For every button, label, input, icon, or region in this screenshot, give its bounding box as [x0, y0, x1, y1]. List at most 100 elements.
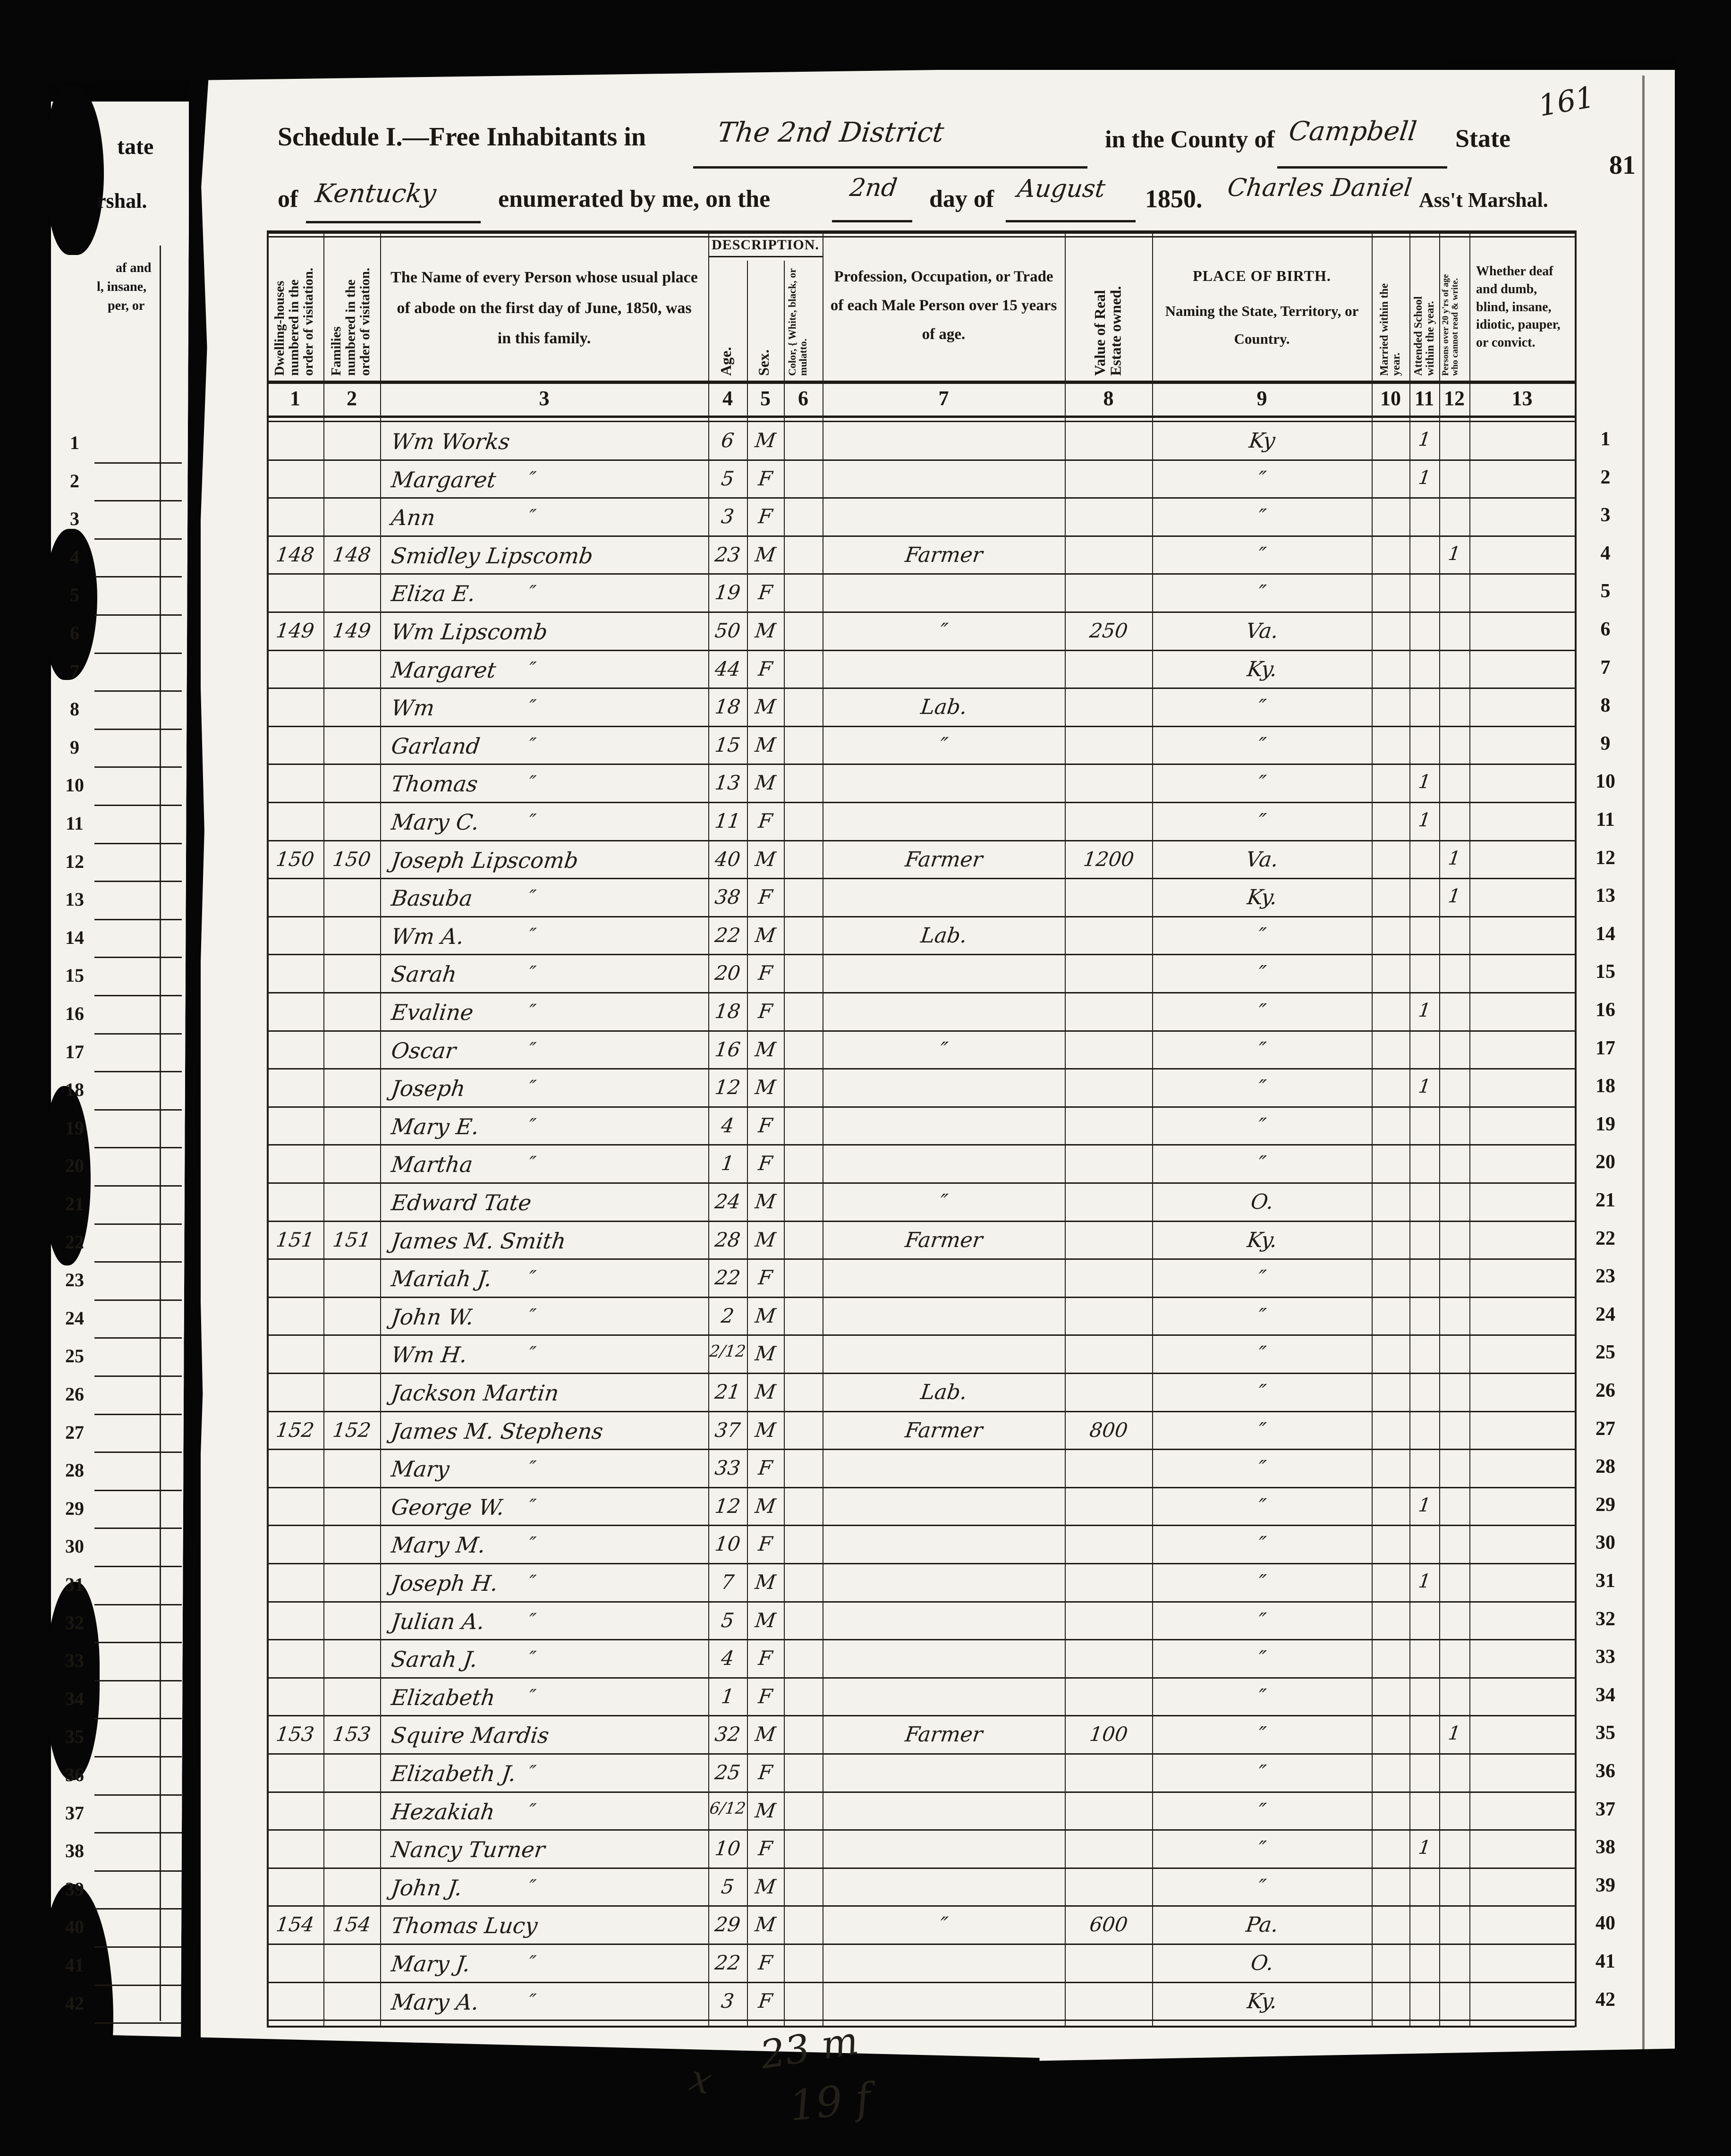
cell-age: 1 [720, 1684, 736, 1708]
cell-sex: M [754, 1494, 777, 1518]
cell-birthplace: ″ [1256, 1456, 1267, 1481]
cell-birthplace: ″ [1256, 1684, 1267, 1709]
cell-name: Thomas [390, 771, 479, 797]
cell-age: 2 [720, 1304, 736, 1327]
cell-birthplace: ″ [1256, 771, 1267, 796]
cell-name: Ann [390, 505, 437, 531]
cell-age: 21 [713, 1380, 742, 1403]
cell-birthplace: Pa. [1244, 1913, 1280, 1937]
cell-name: Mary E. [390, 1113, 481, 1139]
torn-blob [43, 1086, 91, 1265]
cell-age: 50 [713, 619, 742, 642]
line-number-right: 7 [1600, 656, 1611, 679]
table-rule-horizontal [267, 416, 1575, 418]
table-rule-horizontal [267, 1639, 1575, 1641]
line-number-left-strip: 22 [65, 1231, 84, 1253]
fragment-state: tate [117, 134, 154, 159]
cell-school-tick: 1 [1417, 429, 1432, 450]
day-handwritten: 2nd [848, 174, 899, 202]
cell-name: Joseph [390, 1076, 467, 1102]
line-number-right: 4 [1600, 542, 1611, 564]
left-strip-row-rule [94, 728, 182, 730]
line-number-right: 29 [1595, 1494, 1615, 1516]
state-underline [306, 221, 481, 223]
cell-sex: M [754, 1342, 777, 1366]
line-number-right: 20 [1595, 1151, 1615, 1173]
column-header-1: Dwelling-houses numbered in the order of… [272, 267, 316, 376]
cell-age: 40 [713, 847, 742, 871]
cell-cannot-read-tick: 1 [1447, 543, 1462, 565]
cell-sex: F [757, 1152, 774, 1175]
line-number-right: 23 [1595, 1265, 1615, 1288]
cell-sex: M [754, 1608, 777, 1632]
cell-name: Jackson Martin [390, 1380, 560, 1406]
cell-age: 5 [720, 1875, 736, 1898]
paper-crease [1642, 76, 1645, 2059]
cell-age: 5 [720, 1608, 736, 1632]
table-rule-vertical [380, 230, 381, 2028]
cell-sex: F [757, 885, 774, 909]
cell-birthplace: ″ [1256, 1608, 1267, 1633]
cell-value: 1200 [1082, 847, 1135, 871]
left-strip-row-rule [94, 1832, 182, 1834]
table-rule-horizontal [267, 1829, 1575, 1831]
line-number-left-strip: 35 [65, 1726, 84, 1748]
left-strip-row-rule [94, 842, 182, 844]
column-number-13: 13 [1511, 387, 1533, 410]
table-rule-horizontal [267, 1068, 1575, 1070]
cell-name: Edward Tate [390, 1190, 533, 1215]
cell-dwelling: 153 [274, 1723, 316, 1746]
line-number-left-strip: 37 [65, 1802, 84, 1824]
cell-birthplace: ″ [1256, 961, 1267, 986]
cell-age: 29 [713, 1913, 742, 1936]
cell-name: Sarah J. [390, 1647, 479, 1672]
cell-sex: F [757, 657, 774, 680]
line-number-left-strip: 14 [65, 926, 84, 948]
cell-birthplace: Ky. [1245, 1989, 1279, 2013]
left-strip-row-rule [94, 614, 182, 616]
cell-sex: M [754, 543, 777, 566]
line-number-left-strip: 20 [65, 1155, 84, 1177]
cell-sex: F [757, 1837, 774, 1860]
line-number-left-strip: 1 [70, 432, 79, 453]
column-header-3: The Name of every Person whose usual pla… [390, 269, 698, 348]
cell-sex: M [754, 1228, 777, 1251]
left-strip-row-rule [94, 1147, 182, 1149]
left-strip-row-rule [94, 918, 182, 920]
line-number-left-strip: 7 [70, 660, 79, 682]
cell-age: 22 [713, 1951, 742, 1974]
left-strip-row-rule [94, 1908, 182, 1910]
cell-birthplace: ″ [1256, 695, 1267, 720]
line-number-right: 28 [1595, 1456, 1615, 1478]
column-number-6: 6 [798, 387, 808, 410]
line-number-right: 5 [1600, 580, 1611, 603]
table-rule-horizontal [267, 1486, 1575, 1488]
line-number-right: 3 [1600, 504, 1611, 526]
cell-birthplace: ″ [1256, 923, 1267, 948]
table-rule-vertical [1152, 230, 1153, 2028]
line-number-right: 15 [1595, 961, 1615, 983]
table-rule-horizontal [267, 230, 1575, 234]
cell-sex: F [757, 581, 774, 604]
line-number-right: 16 [1595, 999, 1615, 1021]
left-strip-row-rule [94, 500, 182, 502]
cell-birthplace: ″ [1256, 1494, 1267, 1519]
cell-name: Eliza E. [390, 581, 477, 607]
cell-school-tick: 1 [1417, 1494, 1432, 1516]
cell-sex: F [757, 961, 774, 985]
cell-dwelling: 152 [274, 1418, 316, 1442]
line-number-right: 36 [1595, 1760, 1615, 1782]
line-number-left-strip: 16 [65, 1003, 84, 1024]
line-number-right: 24 [1595, 1303, 1615, 1325]
cell-occupation: ″ [938, 619, 949, 643]
line-number-right: 31 [1595, 1570, 1615, 1592]
table-rule-horizontal [267, 688, 1575, 689]
line-number-left-strip: 42 [65, 1992, 84, 2014]
left-strip-row-rule [94, 1718, 182, 1720]
table-rule-horizontal [267, 381, 1575, 384]
table-rule-vertical [1409, 230, 1410, 2028]
line-number-right: 34 [1595, 1684, 1615, 1706]
cell-birthplace: ″ [1256, 1532, 1267, 1557]
table-rule-horizontal [267, 954, 1575, 956]
